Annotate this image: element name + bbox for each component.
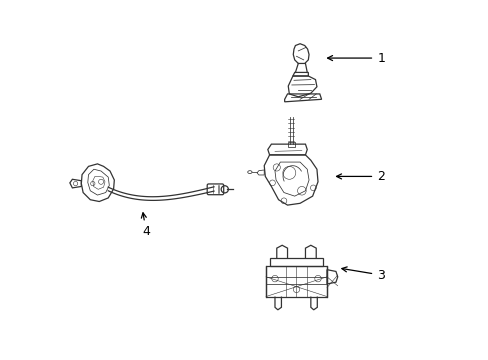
Bar: [287, 142, 294, 147]
Text: 1: 1: [327, 51, 384, 64]
Text: 4: 4: [141, 213, 150, 238]
Bar: [265, 266, 326, 297]
Bar: [269, 258, 323, 266]
Text: 3: 3: [341, 267, 384, 282]
Text: 2: 2: [336, 170, 384, 183]
